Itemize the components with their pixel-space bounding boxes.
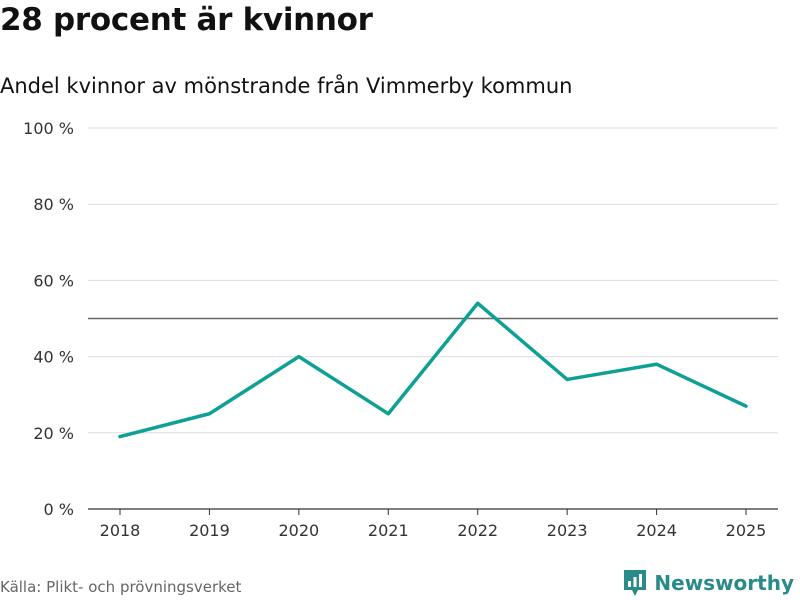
- x-tick-label: 2021: [368, 521, 409, 540]
- y-tick-label: 20 %: [33, 424, 74, 443]
- y-tick-label: 0 %: [44, 500, 74, 519]
- brand-logo: Newsworthy: [622, 568, 794, 598]
- chart-subtitle: Andel kvinnor av mönstrande från Vimmerb…: [0, 74, 573, 98]
- x-tick-label: 2019: [189, 521, 230, 540]
- newsworthy-logo-icon: [624, 570, 647, 596]
- data-point: [386, 412, 390, 416]
- line-chart: 0 % 20 % 40 % 60 % 80 % 100 % 2018 2019 2020 2021…: [23, 119, 778, 540]
- data-point: [297, 355, 301, 359]
- x-tick-label: 2020: [278, 521, 319, 540]
- y-tick-label: 80 %: [33, 195, 74, 214]
- data-point: [655, 362, 659, 366]
- x-tick-label: 2022: [457, 521, 498, 540]
- x-tick-label: 2018: [100, 521, 141, 540]
- series-line: [118, 301, 748, 439]
- y-tick-label: 100 %: [23, 119, 74, 138]
- brand-name: Newsworthy: [654, 571, 794, 595]
- data-point: [565, 377, 569, 381]
- data-point: [207, 412, 211, 416]
- y-tick-label: 60 %: [33, 271, 74, 290]
- data-point: [744, 404, 748, 408]
- data-point: [476, 301, 480, 305]
- source-note: Källa: Plikt- och prövningsverket: [0, 578, 242, 596]
- y-tick-label: 40 %: [33, 348, 74, 367]
- x-tick-label: 2025: [726, 521, 767, 540]
- data-point: [118, 435, 122, 439]
- x-tick-label: 2023: [547, 521, 588, 540]
- chart-title: 28 procent är kvinnor: [0, 2, 373, 38]
- x-tick-label: 2024: [636, 521, 677, 540]
